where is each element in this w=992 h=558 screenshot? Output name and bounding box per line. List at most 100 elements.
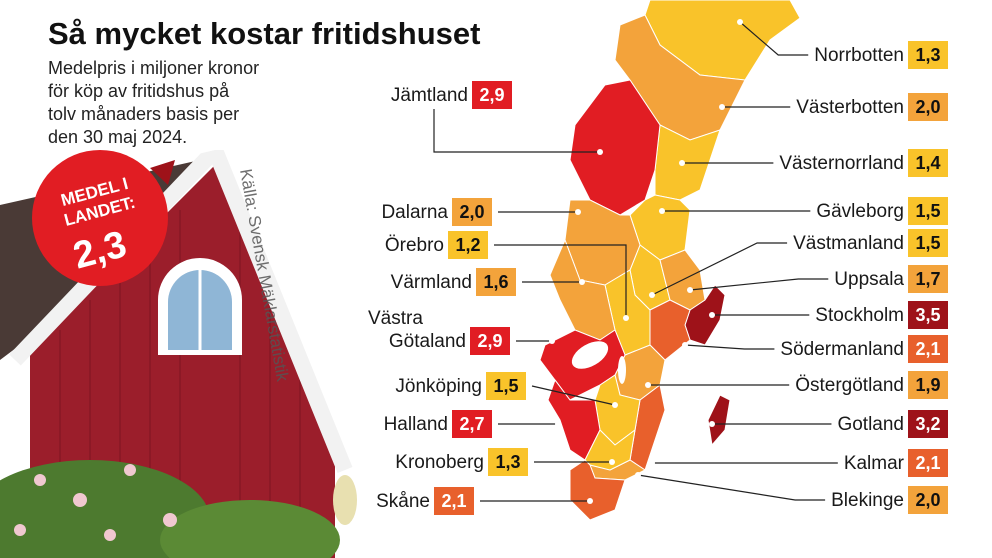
leader-line	[684, 344, 775, 350]
value-box	[908, 410, 948, 438]
region-name: Västmanland	[793, 233, 904, 254]
value-box	[488, 448, 528, 476]
region-name: Gotland	[837, 414, 904, 435]
leader-line	[651, 242, 788, 296]
value-label: 2,9	[479, 85, 504, 105]
region-name: Jönköping	[395, 376, 482, 397]
region-name: Södermanland	[780, 339, 904, 360]
value-box	[908, 265, 948, 293]
leader-dot	[659, 208, 665, 214]
leader-dot	[687, 287, 693, 293]
leader-line	[494, 244, 627, 318]
value-label: 1,2	[455, 235, 480, 255]
leader-dot	[709, 421, 715, 427]
title: Så mycket kostar fritidshuset	[48, 16, 480, 51]
value-box	[434, 487, 474, 515]
leader-dot	[575, 209, 581, 215]
value-box	[908, 301, 948, 329]
leader-dot	[649, 460, 655, 466]
value-box	[452, 410, 492, 438]
region-name: Skåne	[376, 491, 430, 512]
region-name: Kronoberg	[395, 452, 484, 473]
region-name: Stockholm	[815, 305, 904, 326]
region-name: Jämtland	[391, 85, 468, 106]
subtitle-line: den 30 maj 2024.	[48, 127, 187, 147]
value-label: 1,3	[915, 45, 940, 65]
lakes	[571, 341, 626, 384]
value-box	[908, 335, 948, 363]
region-name: Kalmar	[844, 453, 905, 474]
region-name: Västra Götaland	[368, 308, 466, 352]
value-box	[486, 372, 526, 400]
region-name: Värmland	[391, 272, 472, 293]
subtitle-line: tolv månaders basis per	[48, 104, 239, 124]
value-box	[452, 198, 492, 226]
region-name: Västernorrland	[779, 153, 904, 174]
region-name: Blekinge	[831, 490, 904, 511]
region-name: Östergötland	[795, 375, 904, 396]
value-label: 2,9	[477, 331, 502, 351]
region-shape	[707, 394, 731, 447]
region-shape	[569, 79, 661, 216]
badge: MEDEL ILANDET: 2,3	[32, 150, 175, 286]
region-name: Norrbotten	[814, 45, 904, 66]
value-box	[908, 41, 948, 69]
value-label: 1,9	[915, 375, 940, 395]
leader-dot	[587, 498, 593, 504]
value-label: 1,7	[915, 269, 940, 289]
value-label: 2,1	[915, 339, 940, 359]
sweden-map	[539, 0, 801, 521]
leader-dot	[649, 292, 655, 298]
value-label: 2,0	[915, 490, 940, 510]
leader-line	[637, 474, 826, 501]
subtitle-line: för köp av fritidshus på	[48, 81, 230, 101]
region-name: Dalarna	[381, 202, 448, 223]
value-label: 2,1	[441, 491, 466, 511]
leader-dot	[719, 104, 725, 110]
value-box	[476, 268, 516, 296]
value-label: 1,5	[915, 233, 940, 253]
leader-line	[689, 278, 829, 291]
leader-dot	[737, 19, 743, 25]
value-label: 3,2	[915, 414, 940, 434]
value-label: 2,0	[915, 97, 940, 117]
value-box	[908, 197, 948, 225]
leader-dot	[612, 402, 618, 408]
value-box	[908, 149, 948, 177]
region-name: Västerbotten	[796, 97, 904, 118]
value-label: 2,1	[915, 453, 940, 473]
value-box	[908, 93, 948, 121]
value-box	[908, 371, 948, 399]
region-name: Uppsala	[834, 269, 904, 290]
leader-dot	[555, 421, 561, 427]
value-label: 1,3	[495, 452, 520, 472]
value-label: 1,5	[493, 376, 518, 396]
region-name: Gävleborg	[816, 201, 904, 222]
value-label: 1,6	[483, 272, 508, 292]
value-label: 3,5	[915, 305, 940, 325]
value-box	[908, 449, 948, 477]
leader-dot	[579, 279, 585, 285]
badge-label: MEDEL ILANDET:	[57, 173, 137, 229]
value-label: 1,4	[915, 153, 940, 173]
value-box	[908, 486, 948, 514]
value-box	[448, 231, 488, 259]
leader-dot	[682, 342, 688, 348]
leader-dot	[549, 338, 555, 344]
value-label: 1,5	[915, 201, 940, 221]
value-box	[470, 327, 510, 355]
value-box	[908, 229, 948, 257]
value-label: 2,0	[459, 202, 484, 222]
leader-dot	[645, 382, 651, 388]
leader-dot	[609, 459, 615, 465]
leader-line	[433, 109, 600, 153]
subtitle-line: Medelpris i miljoner kronor	[48, 58, 259, 78]
leader-dot	[679, 160, 685, 166]
value-box	[472, 81, 512, 109]
region-name: Örebro	[385, 235, 444, 256]
leader-line	[531, 385, 616, 406]
leader-dot	[623, 315, 629, 321]
leader-dot	[597, 149, 603, 155]
leader-line	[739, 21, 809, 56]
